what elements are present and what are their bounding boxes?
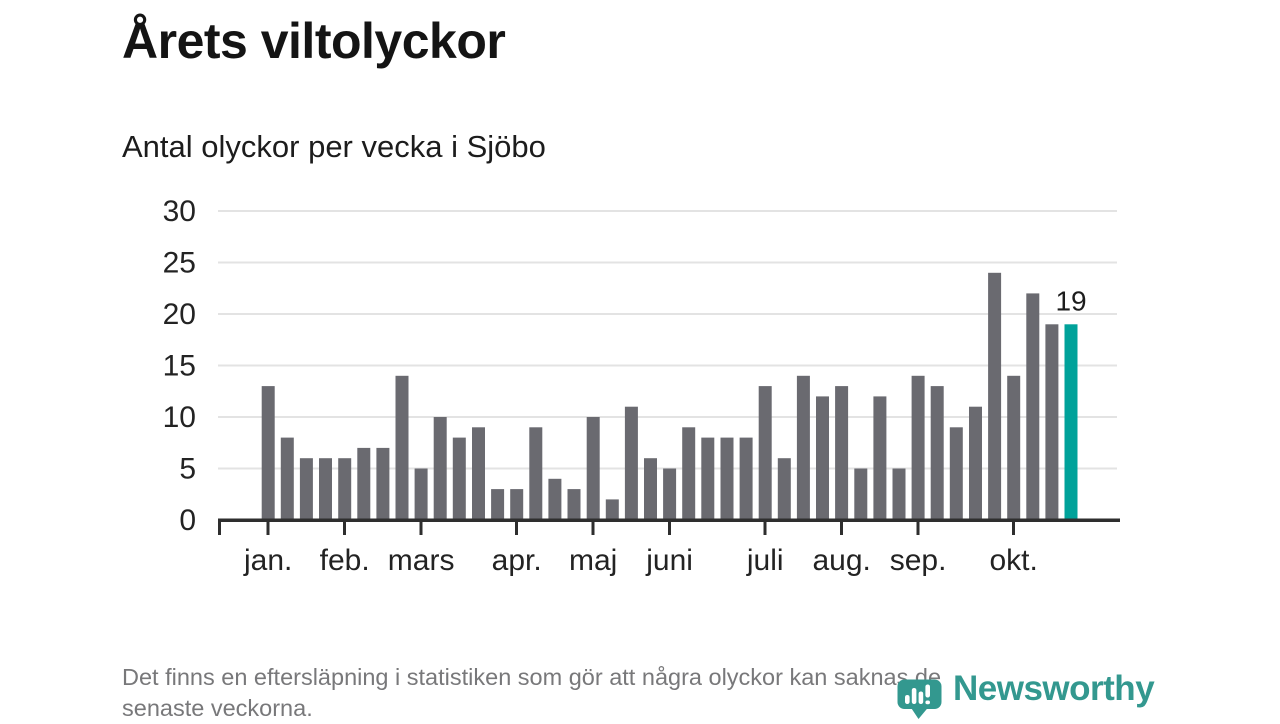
bar-week-20 (624, 406, 638, 520)
bar-week-15 (529, 427, 543, 520)
x-axis-label: apr. (492, 544, 542, 577)
bar-week-42 (1045, 324, 1059, 520)
chart-subtitle: Antal olyckor per vecka i Sjöbo (122, 129, 546, 164)
bar-week-7 (376, 447, 390, 520)
bar-week-12 (472, 427, 485, 520)
bar-week-3 (299, 458, 313, 520)
bar-week-24 (701, 437, 715, 520)
bar-week-27 (758, 386, 772, 520)
bar-week-31 (835, 386, 849, 520)
x-axis-label: sep. (890, 544, 947, 577)
bar-week-37 (949, 427, 963, 520)
y-axis-label: 30 (163, 195, 196, 228)
bar-week-32 (854, 468, 868, 520)
bar-week-35 (911, 375, 925, 520)
bar-chart: 0 5 10 15 20 25 30 jan. feb. mars apr. maj juni juli a… (163, 195, 1120, 577)
bar-week-11 (452, 437, 466, 520)
bar-week-5 (338, 458, 352, 520)
bar-week-40 (1007, 375, 1021, 520)
highlighted-bar-week-43 (1064, 324, 1078, 520)
bar-week-23 (682, 427, 696, 520)
y-axis-label: 0 (179, 504, 196, 537)
bar-week-39 (988, 272, 1002, 520)
bar-week-22 (663, 468, 677, 520)
y-axis-label: 20 (163, 298, 196, 331)
x-axis-label: okt. (990, 544, 1038, 577)
page-title: Årets viltolyckor (122, 13, 506, 69)
y-axis-label: 25 (163, 247, 196, 280)
bar-week-6 (357, 447, 371, 520)
bar-week-10 (433, 417, 447, 520)
newsworthy-logo: Newsworthy (897, 669, 1155, 719)
newsworthy-logo-text: Newsworthy (953, 669, 1155, 708)
bar-week-1 (261, 386, 275, 520)
bar-week-4 (319, 458, 332, 520)
bar-week-41 (1026, 293, 1040, 520)
bar-week-26 (739, 437, 753, 520)
bar-week-33 (873, 396, 887, 520)
bar-week-16 (548, 478, 562, 520)
bar-week-29 (796, 375, 810, 520)
x-axis-label: feb. (320, 544, 370, 577)
bar-week-2 (280, 437, 294, 520)
footer-note: Det finns en eftersläpning i statistiken… (122, 662, 1182, 724)
x-axis-label: juni (645, 544, 693, 577)
bar-week-17 (567, 489, 581, 520)
bar-week-25 (720, 437, 734, 520)
bar-week-21 (644, 458, 657, 520)
bar-week-18 (586, 417, 600, 520)
y-axis-label: 10 (163, 401, 196, 434)
y-axis-label: 5 (179, 453, 196, 486)
x-axis-label: aug. (812, 544, 870, 577)
value-annotation: 19 (1055, 285, 1086, 316)
footer-line-1: Det finns en eftersläpning i statistiken… (122, 664, 942, 690)
y-axis-label: 15 (163, 350, 196, 383)
bar-week-8 (395, 375, 409, 520)
bar-week-36 (930, 386, 944, 520)
newsworthy-icon (897, 679, 942, 719)
bar-week-9 (414, 468, 428, 520)
x-axis-label: jan. (243, 544, 292, 577)
x-axis-label: mars (388, 544, 455, 577)
bar-week-14 (510, 489, 524, 520)
bar-week-28 (777, 458, 791, 520)
bar-week-38 (969, 406, 982, 520)
bar-week-13 (491, 489, 505, 520)
x-axis-label: maj (569, 544, 617, 577)
x-axis-label: juli (746, 544, 784, 577)
bar-week-19 (605, 499, 619, 520)
bar-week-34 (892, 468, 906, 520)
footer-line-2: senaste veckorna. (122, 695, 313, 721)
bar-week-30 (816, 396, 829, 520)
